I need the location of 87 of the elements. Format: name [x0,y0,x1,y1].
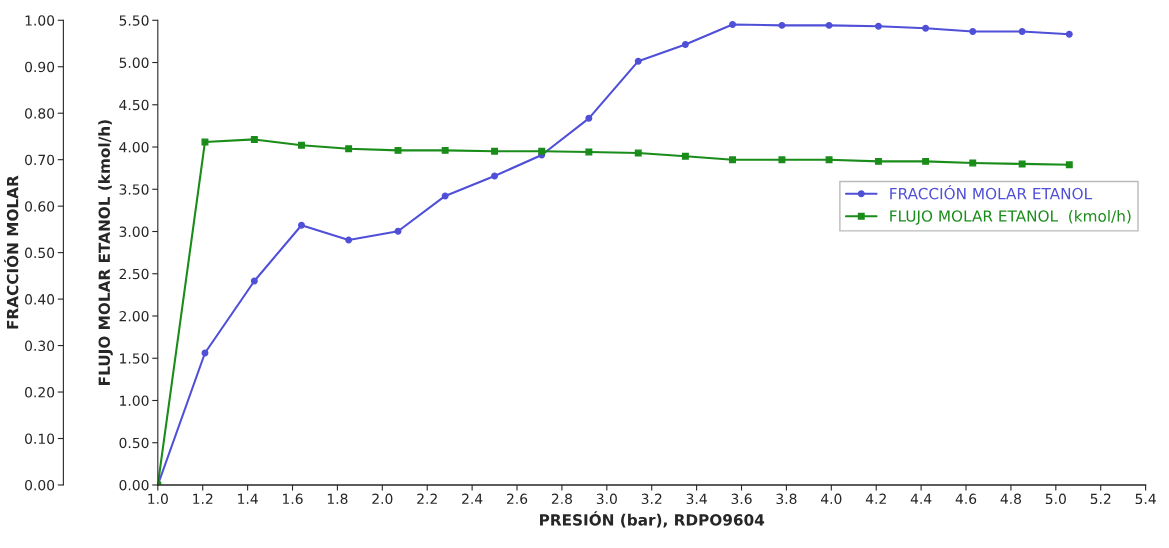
y-axis-title: FRACCIÓN MOLAR [4,175,19,329]
legend-label: FLUJO MOLAR ETANOL (kmol/h) [890,209,1131,225]
point [441,146,449,154]
y2-tick-label: 0.50 [119,437,149,449]
y-tick-label: 0.00 [25,479,55,491]
point [1065,161,1073,169]
x-tick-label: 1.4 [238,493,258,504]
x-tick-label: 3.0 [596,493,617,505]
x-tick-label: 1.6 [283,493,303,505]
point [250,277,258,285]
x-tick-label: 3.4 [686,493,707,505]
point [874,22,882,30]
y-tick-label: 0.10 [25,433,55,444]
point [874,157,882,165]
point [585,114,593,122]
point [585,148,593,156]
x-tick-label: 4.2 [865,493,886,504]
y-tick-label: 0.30 [25,340,55,352]
point [922,157,930,165]
x-tick-label: 1.0 [148,493,168,505]
legend-label: FRACCIÓN MOLAR ETANOL [890,185,1093,200]
point [1018,160,1026,168]
point [491,147,499,155]
y2-tick-label: 1.50 [120,353,149,364]
y-tick-label: 0.20 [25,387,55,398]
y2-tick-label: 4.00 [119,141,149,153]
x-tick-label: 2.2 [417,493,437,504]
point [345,236,353,244]
y-tick-label: 0.40 [25,294,55,305]
point [681,152,689,160]
x-tick-label: 1.2 [193,493,213,504]
point [778,21,786,29]
x-tick-label: 3.8 [776,493,797,505]
point [298,221,305,229]
y2-tick-label: 2.00 [119,310,149,322]
point [634,57,642,65]
y-tick-label: 0.60 [25,201,55,212]
y2-tick-label: 3.50 [119,184,149,195]
y-tick-label: 0.80 [25,108,55,119]
point [538,147,546,155]
x-axis-title: PRESIÓN (bar), RDPO9604 [540,511,765,528]
point [201,138,209,146]
y-tick-label: 0.90 [25,61,55,73]
point [922,24,930,32]
x-tick-label: 2.0 [372,493,393,505]
point [634,149,642,157]
x-tick-label: 3.6 [731,493,752,505]
y2-tick-label: 5.50 [119,15,149,26]
point [394,227,402,235]
point [1018,27,1026,35]
point [825,156,833,164]
y-tick-label: 0.50 [25,247,55,259]
x-tick-label: 5.4 [1135,493,1156,505]
x-tick-label: 2.8 [551,493,573,505]
x-tick-label: 5.0 [1045,493,1066,505]
point [345,145,353,153]
x-tick-label: 5.2 [1090,493,1111,505]
y2-tick-label: 4.50 [119,99,149,111]
y2-tick-label: 3.00 [119,226,149,237]
point [729,20,737,28]
y-tick-label: 1.00 [25,15,55,26]
point [298,141,305,149]
point [825,21,833,29]
x-tick-label: 2.4 [462,493,483,504]
point [491,172,499,180]
x-tick-label: 4.0 [820,493,842,505]
x-tick-label: 3.2 [641,493,662,505]
point [250,135,258,143]
x-tick-label: 4.6 [955,493,977,505]
x-tick-label: 1.8 [327,493,348,505]
point [681,40,689,48]
point [441,192,449,200]
y2-tick-label: 0.00 [119,479,149,491]
y2-tick-label: 1.00 [120,395,149,406]
y2-tick-label: 5.00 [119,57,149,68]
point [969,27,977,35]
point [778,156,786,164]
x-tick-label: 4.8 [1000,493,1022,505]
x-tick-label: 2.6 [506,493,528,505]
y2-tick-label: 2.50 [119,268,149,280]
y-tick-label: 0.70 [25,154,55,166]
y2-axis-title: FLUJO MOLAR ETANOL (kmol/h) [98,120,113,385]
point [729,156,737,164]
x-tick-label: 4.4 [910,493,932,504]
point [1065,30,1073,38]
point [969,159,977,167]
point [394,146,402,154]
